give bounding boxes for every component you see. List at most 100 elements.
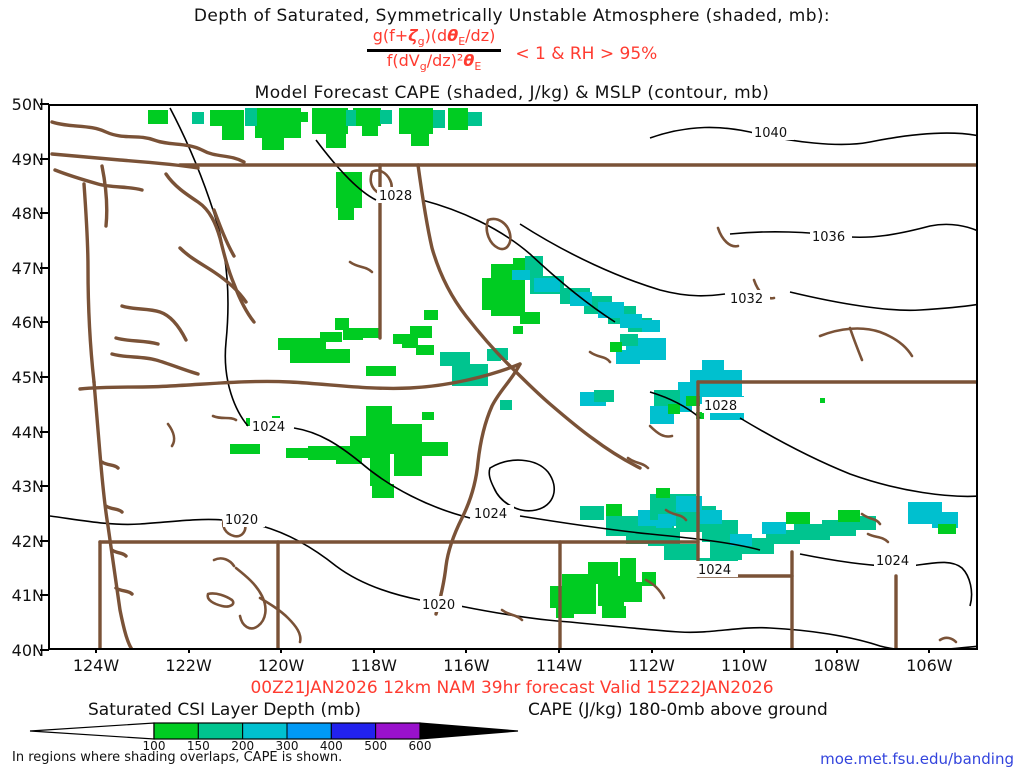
lat-tick-mark bbox=[40, 266, 49, 269]
page-title: Depth of Saturated, Symmetrically Unstab… bbox=[193, 6, 831, 26]
lat-tick-label: 49N bbox=[11, 149, 44, 169]
contour-1024-c bbox=[488, 459, 556, 512]
contour-label-1036: 1036 bbox=[812, 230, 845, 245]
geography-layer bbox=[50, 120, 976, 648]
formula-numerator: g(f+ζg)(dθE/dz) bbox=[372, 26, 496, 49]
lat-tick-mark bbox=[40, 539, 49, 542]
lat-tick-label: 47N bbox=[11, 258, 44, 278]
contour-1024-b bbox=[649, 533, 973, 607]
contour-1020-a bbox=[50, 515, 571, 623]
formula-denominator: f(dVg/dz)²θE bbox=[386, 50, 482, 73]
border-or-id bbox=[434, 362, 522, 616]
lat-tick-42n: 42N bbox=[0, 532, 48, 551]
colorbar-cell bbox=[197, 722, 244, 740]
border-or-wa bbox=[78, 362, 522, 391]
lat-tick-45n: 45N bbox=[0, 368, 48, 387]
colorbar-cell bbox=[375, 722, 421, 740]
lon-tick-106w: 106W bbox=[906, 656, 953, 675]
colorbar-cell bbox=[153, 722, 199, 740]
lat-tick-label: 42N bbox=[11, 531, 44, 551]
shade-band-south-idaho bbox=[550, 504, 656, 618]
formula-fraction: g(f+ζg)(dθE/dz) f(dVg/dz)²θE bbox=[366, 26, 502, 73]
contour-label-1024-d: 1024 bbox=[876, 554, 909, 569]
lat-tick-mark bbox=[40, 649, 49, 651]
colorbar-svg bbox=[29, 722, 519, 740]
map-canvas: 1040 1036 1032 1028 1028 1024 1024 1024 … bbox=[50, 107, 976, 648]
overlap-note: In regions where shading overlaps, CAPE … bbox=[12, 750, 343, 765]
colorbar-tick-300: 300 bbox=[275, 739, 299, 753]
shade-block-northwyoming-teal bbox=[594, 334, 680, 406]
lon-tick-110w: 110W bbox=[721, 656, 768, 675]
contour-label-1024-c: 1024 bbox=[698, 563, 731, 578]
contour-label-1024-b: 1024 bbox=[474, 507, 507, 522]
lon-tick-122w: 122W bbox=[165, 656, 212, 675]
lon-tick-114w: 114W bbox=[535, 656, 583, 675]
border-ca-nv bbox=[98, 540, 280, 648]
contour-1040 bbox=[649, 126, 976, 146]
contour-1024-a bbox=[169, 107, 651, 535]
shade-band-teal-north bbox=[192, 108, 482, 128]
lat-tick-mark bbox=[40, 594, 49, 597]
colorbar-low-arrow bbox=[29, 722, 155, 740]
colorbar-tick-100: 100 bbox=[142, 739, 166, 753]
colorbar-cell bbox=[330, 722, 377, 740]
formula-block: g(f+ζg)(dθE/dz) f(dVg/dz)²θE < 1 & RH > … bbox=[0, 26, 1024, 73]
lat-tick-label: 48N bbox=[11, 204, 44, 224]
lat-tick-label: 45N bbox=[11, 368, 44, 387]
mslp-contours bbox=[50, 107, 976, 648]
legend-caption-cape: CAPE (J/kg) 180-0mb above ground bbox=[528, 700, 828, 720]
border-id-mt bbox=[416, 163, 642, 470]
lat-tick-label: 44N bbox=[11, 422, 44, 442]
title-block: Depth of Saturated, Symmetrically Unstab… bbox=[0, 0, 1024, 104]
forecast-stamp: 00Z21JAN2026 12km NAM 39hr forecast Vali… bbox=[250, 678, 774, 698]
colorbar-tick-200: 200 bbox=[231, 739, 255, 753]
lon-tick-118w: 118W bbox=[350, 656, 397, 675]
contour-label-1028-a: 1028 bbox=[379, 189, 412, 204]
lat-tick-label: 46N bbox=[11, 313, 44, 333]
colorbar[interactable] bbox=[24, 722, 524, 740]
colorbar-tick-500: 500 bbox=[364, 739, 388, 753]
colorbar-cell bbox=[286, 722, 332, 740]
colorbar-tick-labels: 100 150 200 300 400 500 600 bbox=[24, 739, 544, 755]
lat-tick-mark bbox=[40, 157, 49, 160]
formula-divider bbox=[366, 48, 502, 52]
contour-label-1020-b: 1020 bbox=[422, 598, 455, 613]
shade-block-northwyoming-green bbox=[610, 342, 700, 414]
lat-tick-49n: 49N bbox=[0, 150, 48, 169]
lat-tick-47n: 47N bbox=[0, 259, 48, 278]
lat-tick-label: 41N bbox=[11, 586, 44, 606]
lat-tick-40n: 40N bbox=[0, 641, 48, 660]
forecast-map[interactable]: 1040 1036 1032 1028 1028 1024 1024 1024 … bbox=[48, 104, 978, 650]
contour-label-1040: 1040 bbox=[754, 126, 787, 141]
contour-label-1032: 1032 bbox=[730, 292, 763, 307]
lat-tick-label: 40N bbox=[11, 641, 44, 660]
cape-subtitle: Model Forecast CAPE (shaded, J/kg) & MSL… bbox=[254, 83, 770, 103]
shade-band-se-oregon bbox=[230, 406, 448, 498]
contour-1032 bbox=[519, 223, 976, 312]
lat-tick-48n: 48N bbox=[0, 204, 48, 223]
coast-oregon bbox=[92, 380, 134, 648]
lon-tick-108w: 108W bbox=[813, 656, 860, 675]
colorbar-cell bbox=[242, 722, 288, 740]
lat-tick-mark bbox=[40, 430, 49, 433]
contour-label-1024-a: 1024 bbox=[252, 420, 285, 435]
shade-band-oregon bbox=[278, 310, 438, 376]
lat-tick-label: 50N bbox=[11, 95, 44, 114]
contour-label-1020-a: 1020 bbox=[225, 513, 258, 528]
lon-tick-124w: 124W bbox=[72, 656, 120, 675]
lon-tick-120w: 120W bbox=[258, 656, 305, 675]
contour-1028-a bbox=[315, 139, 616, 323]
lat-tick-mark bbox=[40, 485, 49, 488]
shade-band-wyoming-green bbox=[656, 488, 956, 534]
source-link[interactable]: moe.met.fsu.edu/banding bbox=[820, 750, 1014, 768]
colorbar-tick-400: 400 bbox=[319, 739, 343, 753]
latitude-axis: 50N 49N 48N 47N 46N 45N 44N 43N 42N 41N 40N bbox=[0, 0, 49, 768]
shade-band-green bbox=[148, 108, 468, 220]
lat-tick-46n: 46N bbox=[0, 313, 48, 332]
contour-1020-b bbox=[569, 621, 976, 648]
lat-tick-mark bbox=[40, 321, 49, 324]
colorbar-tick-600: 600 bbox=[408, 739, 432, 753]
contour-1036 bbox=[729, 223, 976, 239]
lon-tick-112w: 112W bbox=[628, 656, 675, 675]
